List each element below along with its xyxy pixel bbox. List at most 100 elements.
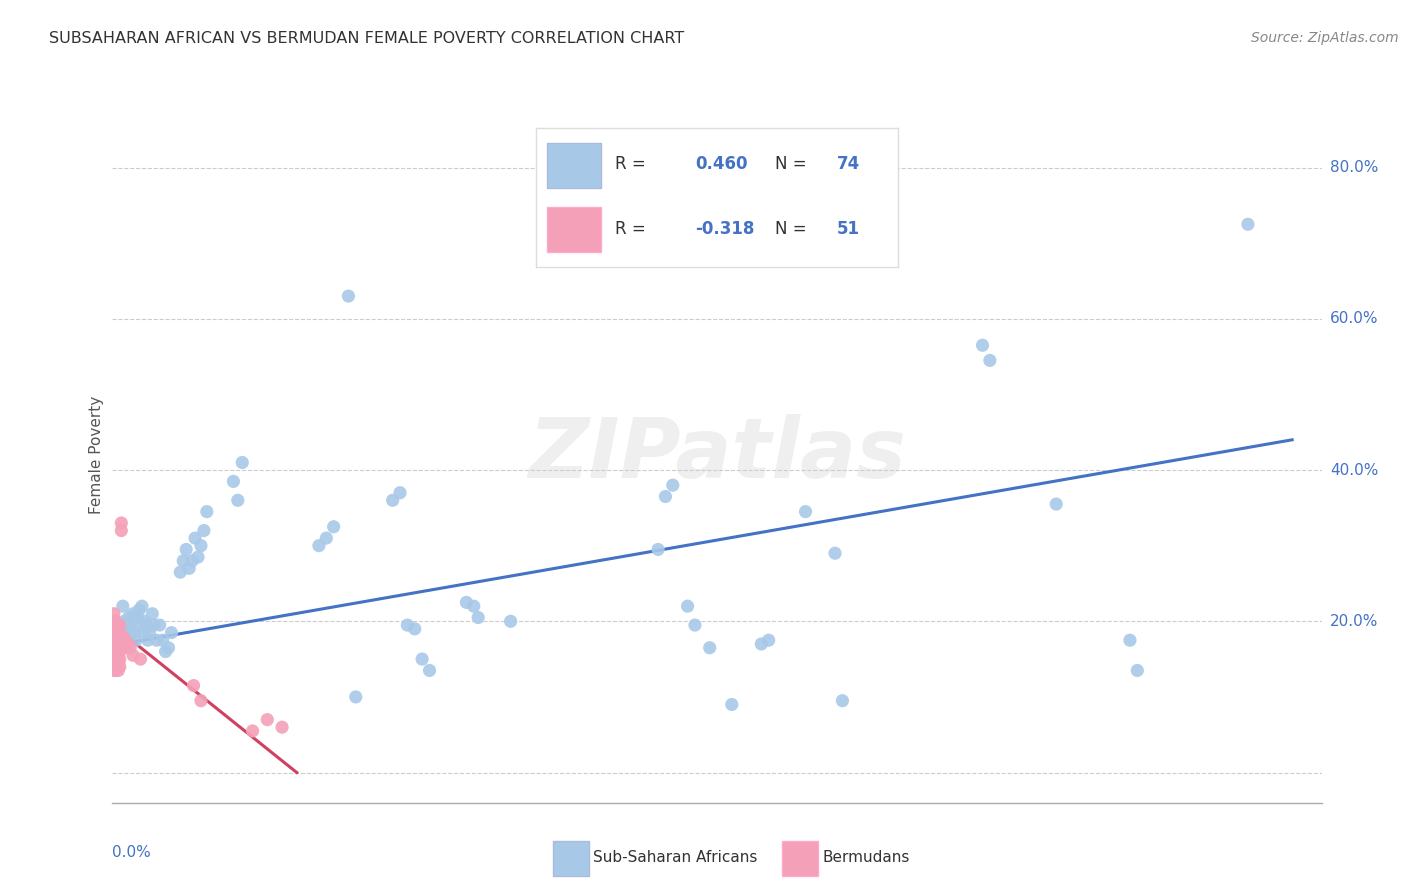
Point — [103, 664, 125, 678]
Point — [1237, 217, 1260, 231]
Point — [308, 539, 330, 553]
Point — [103, 648, 125, 663]
Point — [136, 633, 159, 648]
Point — [103, 625, 125, 640]
Point — [226, 493, 249, 508]
Point — [105, 633, 128, 648]
Point — [107, 640, 129, 655]
Point — [315, 531, 337, 545]
Point — [181, 554, 204, 568]
Point — [662, 478, 685, 492]
Point — [108, 659, 131, 673]
Point — [699, 640, 721, 655]
Point — [467, 610, 489, 624]
Point — [105, 618, 128, 632]
Point — [404, 622, 426, 636]
Point — [190, 539, 212, 553]
Point — [183, 679, 205, 693]
Point — [112, 633, 135, 648]
Point — [104, 640, 127, 655]
Point — [107, 618, 129, 632]
Point — [104, 633, 127, 648]
Point — [456, 595, 478, 609]
Point — [120, 640, 142, 655]
Point — [103, 637, 125, 651]
Point — [344, 690, 367, 704]
Point — [831, 694, 853, 708]
Point — [110, 625, 132, 640]
Point — [122, 607, 145, 621]
Point — [105, 640, 128, 655]
Point — [172, 554, 194, 568]
Point — [108, 652, 131, 666]
Point — [979, 353, 1001, 368]
Point — [322, 520, 344, 534]
Point — [122, 648, 145, 663]
Point — [155, 644, 177, 658]
Point — [794, 505, 817, 519]
Point — [107, 633, 129, 648]
Point — [195, 505, 218, 519]
Point — [683, 618, 706, 632]
Point — [104, 656, 127, 670]
Point — [149, 618, 172, 632]
Text: 40.0%: 40.0% — [1330, 463, 1378, 477]
Point — [107, 625, 129, 640]
Point — [115, 640, 138, 655]
Point — [758, 633, 780, 648]
Point — [142, 618, 165, 632]
Point — [104, 648, 127, 663]
Text: ZIPatlas: ZIPatlas — [529, 415, 905, 495]
Y-axis label: Female Poverty: Female Poverty — [89, 396, 104, 514]
Point — [110, 524, 132, 538]
Point — [1045, 497, 1067, 511]
Point — [193, 524, 215, 538]
Point — [128, 603, 150, 617]
Point — [231, 455, 253, 469]
Point — [134, 615, 156, 629]
Point — [108, 637, 131, 651]
Point — [104, 664, 127, 678]
Point — [463, 599, 485, 614]
Point — [112, 615, 135, 629]
Point — [114, 625, 136, 640]
Point — [118, 610, 141, 624]
Point — [242, 723, 264, 738]
Point — [107, 656, 129, 670]
Point — [129, 618, 152, 632]
Point — [124, 625, 146, 640]
Point — [118, 637, 141, 651]
Text: Sub-Saharan Africans: Sub-Saharan Africans — [593, 850, 758, 864]
Point — [256, 713, 278, 727]
Point — [676, 599, 699, 614]
Point — [131, 599, 153, 614]
Point — [647, 542, 669, 557]
Point — [111, 599, 134, 614]
Point — [720, 698, 742, 712]
Point — [499, 615, 522, 629]
Point — [145, 633, 167, 648]
Point — [824, 546, 846, 560]
Point — [104, 615, 127, 629]
Point — [389, 485, 412, 500]
Point — [169, 565, 191, 579]
Point — [1126, 664, 1149, 678]
Point — [101, 618, 124, 632]
Point — [115, 618, 138, 632]
Point — [222, 475, 245, 489]
Point — [141, 607, 163, 621]
Point — [108, 629, 131, 643]
Point — [114, 637, 136, 651]
Point — [160, 625, 183, 640]
Point — [152, 633, 174, 648]
Point — [135, 618, 157, 632]
Point — [107, 648, 129, 663]
Point — [132, 625, 155, 640]
Point — [184, 531, 207, 545]
Point — [115, 633, 138, 648]
Point — [121, 622, 143, 636]
Point — [271, 720, 294, 734]
Point — [411, 652, 433, 666]
Point — [110, 516, 132, 530]
Point — [125, 633, 148, 648]
